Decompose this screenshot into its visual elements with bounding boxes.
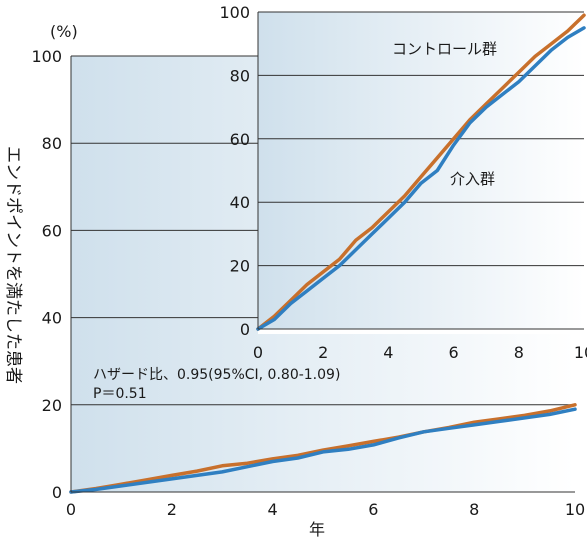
- intervention-series-line: [69, 407, 577, 494]
- y-tick-label: 60: [42, 221, 62, 240]
- x-tick-label: 6: [368, 500, 378, 519]
- inset-gridlines: [258, 11, 584, 267]
- y-tick-label: 100: [219, 3, 250, 22]
- x-axis-title: 年: [309, 520, 325, 539]
- x-tick-label: 10: [565, 500, 585, 519]
- main-x-tick-labels: 0 2 4 6 8 10: [66, 500, 585, 519]
- x-tick-label: 2: [167, 500, 177, 519]
- hazard-ratio-annotation: ハザード比、0.95(95%CI, 0.80-1.09): [93, 367, 340, 383]
- legend-control-label: コントロール群: [392, 40, 497, 58]
- y-axis-title: エンドポイントを満たした患者: [3, 146, 23, 384]
- y-tick-label: 80: [230, 66, 250, 85]
- inset-series-lines: [256, 13, 586, 331]
- x-tick-label: 2: [318, 343, 328, 362]
- control-series-line: [69, 403, 577, 494]
- x-tick-label: 0: [66, 500, 76, 519]
- y-tick-label: 100: [31, 47, 62, 66]
- inset-y-tick-labels: 0 20 40 60 80 100: [219, 3, 250, 339]
- y-tick-label: 0: [52, 483, 62, 502]
- legend-intervention-label: 介入群: [450, 170, 495, 188]
- inset-plot-area: [258, 12, 584, 329]
- intervention-series-line: [256, 26, 586, 331]
- x-tick-label: 0: [253, 343, 263, 362]
- main-series-lines: [69, 403, 577, 494]
- x-tick-label: 8: [514, 343, 524, 362]
- inset-plot: 0 20 40 60 80 100 0 2 4 6 8 10 コントロール群 介入群: [219, 3, 587, 362]
- y-tick-label: 40: [42, 309, 62, 328]
- x-tick-label: 4: [268, 500, 278, 519]
- x-tick-label: 8: [469, 500, 479, 519]
- y-unit-label: (%): [50, 22, 78, 41]
- x-tick-label: 6: [449, 343, 459, 362]
- y-tick-label: 20: [230, 257, 250, 276]
- y-tick-label: 60: [230, 130, 250, 149]
- x-tick-label: 4: [383, 343, 393, 362]
- main-y-tick-labels: 0 20 40 60 80 100: [31, 47, 62, 502]
- y-tick-label: 80: [42, 134, 62, 153]
- y-tick-label: 20: [42, 396, 62, 415]
- control-series-line: [256, 13, 586, 331]
- p-value-annotation: P＝0.51: [93, 386, 147, 402]
- y-tick-label: 0: [240, 320, 250, 339]
- inset-x-tick-labels: 0 2 4 6 8 10: [253, 343, 587, 362]
- x-tick-label: 10: [574, 343, 587, 362]
- y-tick-label: 40: [230, 193, 250, 212]
